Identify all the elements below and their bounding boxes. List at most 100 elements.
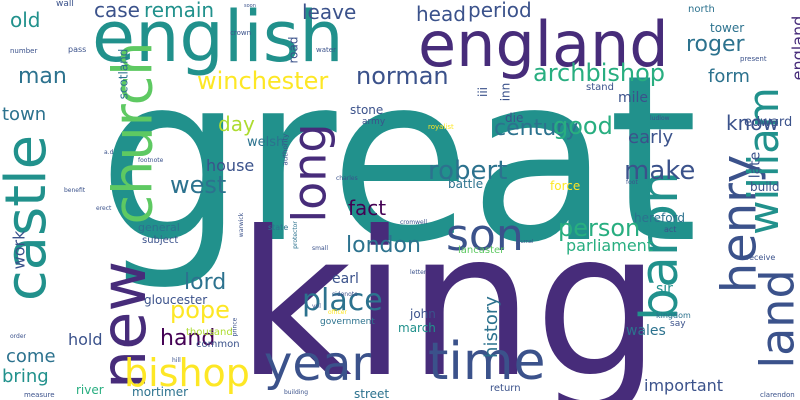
word-good: good <box>553 112 613 140</box>
word-present: present <box>740 55 767 63</box>
word-stand: stand <box>586 82 614 93</box>
word-case: case <box>94 0 140 22</box>
word-norman: norman <box>356 62 449 90</box>
word-die: die <box>505 111 524 125</box>
word-great: great <box>98 27 698 294</box>
word-lord: lord <box>184 270 227 295</box>
word-tower: tower <box>710 21 745 35</box>
word-footnote: footnote <box>138 157 164 164</box>
word-build: build <box>750 180 780 194</box>
word-castle: castle <box>0 134 60 302</box>
word-prince: prince <box>231 317 239 337</box>
word-army: army <box>362 117 386 127</box>
word-time: time <box>428 332 546 392</box>
word-head: head <box>416 2 466 26</box>
word-kingdom: kingdom <box>656 311 691 320</box>
word-person: person <box>558 214 641 242</box>
word-hereford: hereford <box>634 211 685 225</box>
word-gloucester: gloucester <box>144 293 208 307</box>
word-a-d: a.d <box>104 149 114 156</box>
word-pope: pope <box>170 296 230 324</box>
word-son: son <box>446 210 524 261</box>
word-mortimer: mortimer <box>132 385 189 399</box>
word-warwick: warwick <box>238 212 246 238</box>
word-subject: subject <box>142 235 179 246</box>
word-ludlow: ludlow <box>650 115 670 122</box>
word-king: king <box>236 189 662 400</box>
word-cromwell: cromwell <box>400 219 428 226</box>
word-winchester: winchester <box>197 67 329 95</box>
word-england-small: england <box>788 15 800 81</box>
word-bring: bring <box>2 366 49 387</box>
word-edward: edward <box>744 115 793 130</box>
word-century: century <box>494 116 579 141</box>
word-road: road <box>286 36 301 64</box>
word-robert: robert <box>428 156 508 186</box>
word-north: north <box>688 4 715 15</box>
word-pass: pass <box>68 45 87 54</box>
word-iii: iii <box>476 86 491 98</box>
word-lancaster: lancaster <box>458 245 505 256</box>
word-form: form <box>708 66 750 87</box>
word-measure: measure <box>24 391 55 399</box>
word-order: order <box>10 333 26 340</box>
word-street: street <box>354 387 390 400</box>
word-history: history <box>480 296 502 358</box>
word-sir: sir <box>656 281 673 297</box>
word-hand: hand <box>160 326 216 351</box>
word-receive: receive <box>746 253 776 262</box>
word-year: year <box>264 336 372 392</box>
word-government: government <box>320 317 375 327</box>
word-john: john <box>410 307 436 321</box>
word-important: important <box>644 376 724 395</box>
word-hill: hill <box>172 357 181 364</box>
word-day: day <box>218 112 255 136</box>
word-act: act <box>664 225 677 234</box>
word-wall: wall <box>56 0 74 9</box>
word-church: church <box>101 41 165 225</box>
word-fact: fact <box>348 196 387 220</box>
word-town: town <box>2 104 47 125</box>
word-stone: stone <box>350 103 384 117</box>
word-state: state <box>268 223 289 232</box>
word-scotland: scotland <box>116 48 131 100</box>
word-west: west <box>170 171 227 199</box>
word-common: common <box>196 339 240 350</box>
word-march: march <box>398 321 436 335</box>
word-early: early <box>628 127 674 148</box>
word-charles: charles <box>336 175 358 182</box>
word-english: english <box>92 0 344 78</box>
word-clarendon: clarendon <box>760 391 795 399</box>
word-old: old <box>10 8 41 32</box>
word-journal: journal <box>516 239 534 245</box>
word-england: england <box>418 8 669 81</box>
word-say: say <box>670 319 686 329</box>
word-earl: earl <box>332 271 359 287</box>
word-battle: battle <box>448 177 484 191</box>
word-work: work <box>9 230 29 270</box>
word-general: general <box>138 221 180 234</box>
word-late: late <box>747 151 764 179</box>
word-royalist: royalist <box>428 123 454 131</box>
word-protector: protector <box>291 221 299 249</box>
word-leave: leave <box>302 0 357 24</box>
word-wales: wales <box>626 323 666 339</box>
word-force: force <box>550 179 581 193</box>
word-letter: letter <box>410 269 427 276</box>
word-bishop: bishop <box>124 351 250 395</box>
word-soon: soon <box>244 3 256 9</box>
word-man: man <box>18 64 67 89</box>
word-sidenote: sidenote <box>332 291 358 298</box>
word-inn: inn <box>498 82 513 102</box>
word-authority: authority <box>281 133 290 166</box>
word-erect: erect <box>96 205 112 212</box>
word-parliament: parliament <box>566 236 654 255</box>
word-crown: crown <box>230 29 252 37</box>
word-return: return <box>490 383 521 394</box>
word-number: number <box>10 47 38 55</box>
word-building: building <box>284 389 309 396</box>
word-place: place <box>302 283 383 318</box>
word-remain: remain <box>144 0 215 22</box>
word-make: make <box>624 156 696 186</box>
